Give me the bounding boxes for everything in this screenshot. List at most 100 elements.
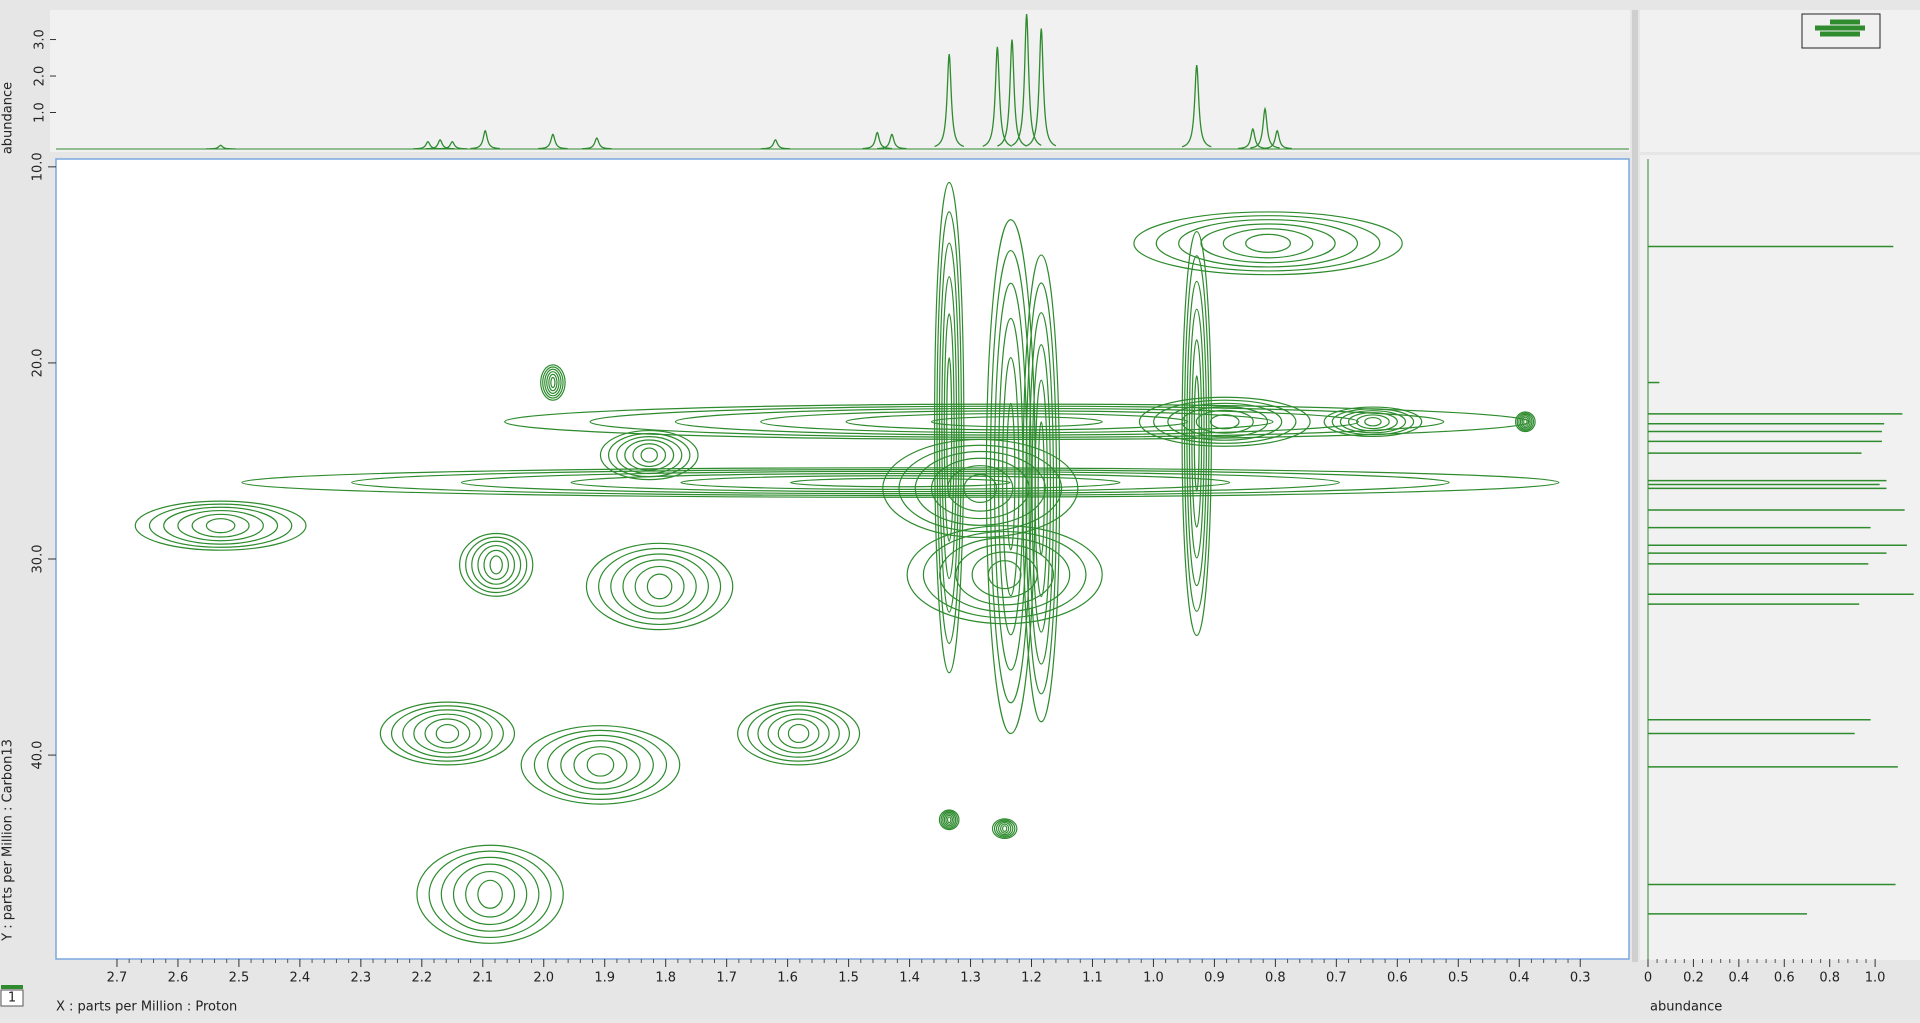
contour-ring	[586, 753, 615, 777]
x-tick-label: 1.5	[838, 971, 859, 986]
contour-ring	[544, 368, 562, 397]
contour-layer	[134, 181, 1560, 944]
contour-ring	[989, 249, 1032, 704]
x-tick-label: 0.7	[1326, 971, 1347, 986]
proton-peak	[470, 129, 500, 150]
contour-ring	[402, 709, 493, 758]
contour-ring	[1339, 410, 1407, 434]
contour-ring	[1133, 211, 1403, 276]
contour-ring	[946, 357, 953, 499]
contour-ring	[737, 701, 861, 766]
cross-peak	[991, 818, 1018, 840]
contour-ring	[640, 447, 658, 463]
y-tick-label: 2.0	[33, 66, 48, 87]
contour-ring	[680, 475, 1121, 490]
proton-peak	[1181, 64, 1212, 148]
contour-ring	[1331, 408, 1415, 436]
contour-ring	[1186, 280, 1208, 587]
x-tick-label: 0.6	[1387, 971, 1408, 986]
proton-peak	[1238, 127, 1268, 150]
contour-ring	[1022, 254, 1061, 723]
x-tick-label: 2.3	[351, 971, 372, 986]
x-tick-label: 0.8	[1265, 971, 1286, 986]
x-tick-label: 1.0	[1865, 971, 1886, 986]
contour-ring	[971, 551, 1038, 599]
contour-ring	[946, 816, 952, 824]
contour-ring	[598, 547, 722, 626]
y-tick-label: 20.0	[31, 348, 46, 377]
x-tick-label: 0.2	[1683, 971, 1704, 986]
contour-ring	[906, 525, 1103, 625]
x-tick-label: 2.4	[290, 971, 311, 986]
x-tick-label: 1.7	[716, 971, 737, 986]
layer-number: 1	[8, 991, 16, 1006]
proton-peak	[997, 39, 1027, 147]
contour-ring	[191, 513, 250, 538]
x-tick-label: 1.6	[777, 971, 798, 986]
contour-ring	[933, 181, 965, 674]
contour-ring	[1155, 215, 1381, 272]
contour-ring	[548, 373, 558, 392]
plot-area	[55, 158, 1630, 960]
contour-ring	[413, 713, 482, 754]
y-axis-label: Y : parts per Million : Carbon13	[1, 739, 16, 942]
x-axis-label: X : parts per Million : Proton	[56, 1000, 237, 1015]
y-tick-label: 40.0	[31, 741, 46, 770]
y-tick-label: 10.0	[31, 152, 46, 181]
contour-ring	[777, 718, 820, 749]
contour-ring	[1222, 228, 1314, 259]
contour-ring	[148, 503, 293, 548]
contour-ring	[995, 820, 1014, 837]
proton-peak	[425, 139, 455, 150]
divider	[1632, 10, 1638, 962]
cross-peak	[599, 429, 699, 481]
contour-ring	[428, 850, 552, 939]
contour-ring	[943, 313, 955, 542]
contour-ring	[1025, 282, 1058, 695]
contour-ring	[1514, 411, 1536, 433]
overview-box[interactable]	[1801, 13, 1881, 49]
contour-ring	[452, 863, 528, 926]
contour-ring	[1006, 402, 1016, 551]
proton-peak	[1250, 106, 1280, 149]
contour-ring	[1245, 233, 1292, 253]
proton-peak	[934, 54, 965, 148]
contour-ring	[163, 506, 279, 545]
contour-ring	[1364, 416, 1382, 427]
contour-ring	[945, 814, 954, 825]
contour-ring	[533, 729, 668, 800]
contour-ring	[787, 723, 810, 744]
proton-peak	[1026, 28, 1057, 147]
contour-ring	[1034, 379, 1048, 598]
contour-ring	[1209, 414, 1240, 430]
contour-ring	[947, 465, 1014, 512]
contour-ring	[1200, 223, 1336, 264]
contour-ring	[134, 500, 307, 551]
contour-ring	[1031, 344, 1052, 633]
contour-ring	[1523, 418, 1528, 426]
cross-peak	[1022, 254, 1061, 723]
contour-ring	[465, 870, 516, 918]
contour-ring	[489, 555, 503, 575]
contour-ring	[940, 810, 958, 830]
contour-ring	[997, 821, 1012, 836]
contour-ring	[570, 472, 1231, 493]
x-tick-label: 2.7	[107, 971, 128, 986]
x-tick-label: 1.2	[1021, 971, 1042, 986]
proton-peak	[582, 137, 612, 150]
proton-peak	[538, 133, 568, 150]
cross-peak	[416, 844, 564, 944]
contour-ring	[1188, 308, 1205, 559]
contour-ring	[573, 746, 628, 784]
contour-ring	[1191, 339, 1203, 528]
side-axis-label: abundance	[1650, 1000, 1722, 1015]
cross-peak	[504, 403, 1530, 440]
contour-ring	[646, 573, 673, 600]
contour-ring	[585, 542, 734, 631]
layer-box[interactable]	[0, 989, 24, 1007]
contour-ring	[465, 536, 528, 594]
contour-ring	[1356, 414, 1390, 430]
contour-ring	[177, 509, 264, 542]
contour-ring	[205, 518, 236, 534]
